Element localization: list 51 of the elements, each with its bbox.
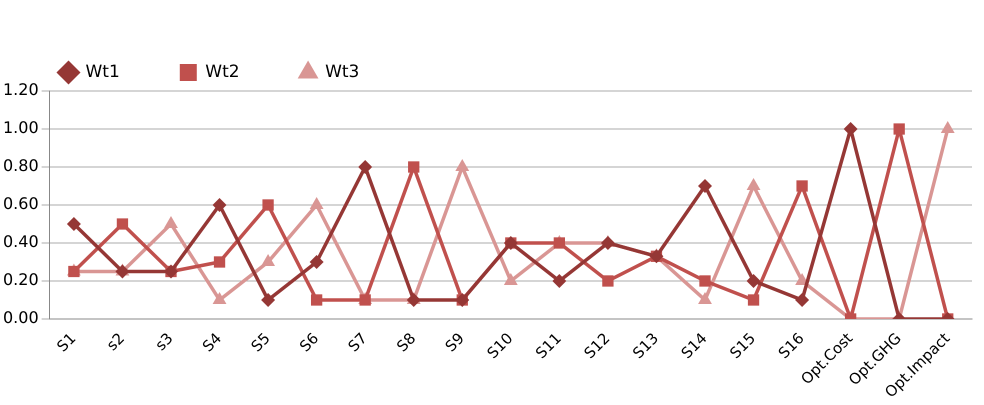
point [115,264,130,278]
x-tick-label: S4 [198,329,226,356]
point [212,198,227,212]
y-tick-label: 1.00 [3,118,39,138]
point [406,292,421,307]
y-tick-label: 0.00 [3,308,39,328]
point [746,274,761,288]
point [600,236,615,250]
point [262,199,274,211]
point [310,294,322,306]
point [408,161,420,173]
y-tick-label: 0.80 [3,156,39,176]
x-tick-label: S12 [580,329,614,362]
x-tick-label: S1 [53,329,80,356]
point [116,218,128,230]
x-tick-label: S5 [247,329,274,356]
point [698,178,712,193]
x-tick-label: S13 [629,329,662,362]
point [894,123,905,135]
y-tick-label: 1.20 [3,80,39,100]
x-tick-label: s2 [103,329,128,354]
point [602,275,614,287]
x-tick-label: s3 [152,329,177,354]
x-tick-label: S15 [726,329,760,362]
y-tick-label: 0.20 [3,270,39,290]
point [552,274,566,288]
x-tick-label: S6 [296,329,322,356]
point [214,256,226,268]
point [699,275,711,287]
x-tick-label: S9 [442,329,468,356]
point [748,294,760,306]
point [360,294,371,306]
point [310,254,324,269]
point [68,266,80,278]
legend-label: Wt2 [205,62,240,82]
legend-label: Wt3 [325,62,360,82]
y-tick-label: 0.40 [3,232,39,252]
x-tick-label: S7 [344,329,371,356]
point [261,292,276,307]
point [795,292,810,307]
point [796,180,808,192]
x-tick-label: S10 [483,329,516,362]
point [554,237,566,249]
x-tick-label: S14 [678,329,711,362]
point [844,122,858,136]
y-tick-label: 0.60 [3,194,39,214]
point [358,160,372,174]
point [66,216,81,231]
legend-label: Wt1 [86,62,120,82]
x-tick-label: S11 [532,329,565,362]
x-tick-label: S8 [393,329,420,356]
